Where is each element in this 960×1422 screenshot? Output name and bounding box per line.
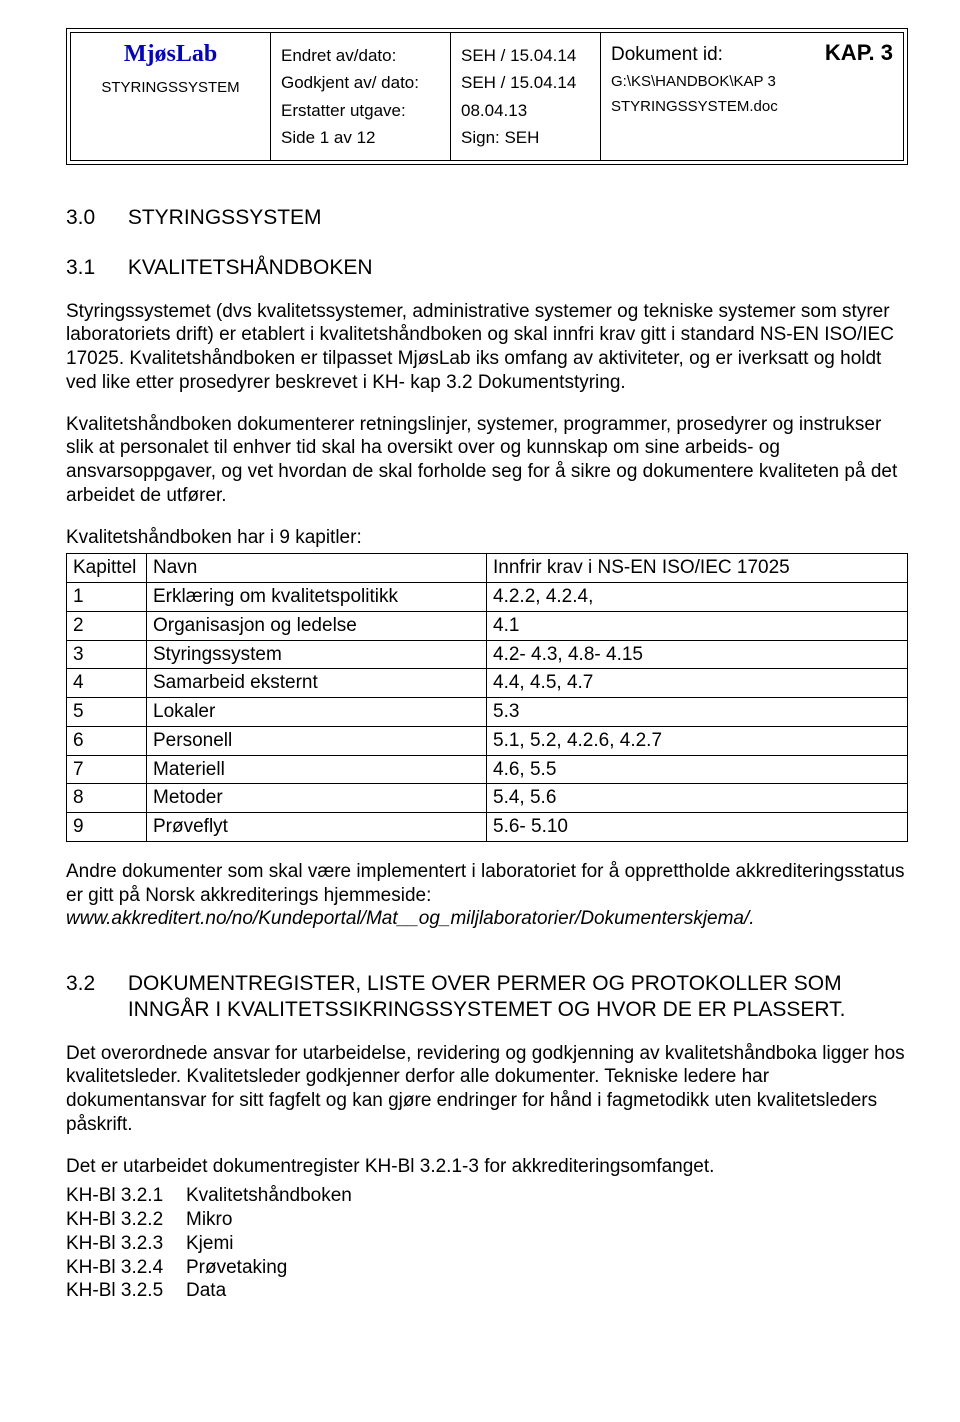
table-header-cell: Navn (147, 554, 487, 583)
kh-bl-name: Data (186, 1279, 226, 1303)
kh-bl-code: KH-Bl 3.2.5 (66, 1279, 186, 1303)
doc-id-label: Dokument id: (611, 43, 723, 67)
table-cell: Materiell (147, 755, 487, 784)
hdr-changed-label: Endret av/dato: (281, 45, 440, 66)
heading-3-1-num: 3.1 (66, 255, 122, 281)
document-page: MjøsLab STYRINGSSYSTEM Endret av/dato: G… (0, 0, 960, 1422)
hdr-page-label: Side 1 av 12 (281, 127, 440, 148)
doc-header-frame: MjøsLab STYRINGSSYSTEM Endret av/dato: G… (66, 28, 908, 165)
header-col-values: SEH / 15.04.14 SEH / 15.04.14 08.04.13 S… (451, 33, 601, 160)
table-cell: 4.4, 4.5, 4.7 (487, 669, 908, 698)
table-cell: 2 (67, 611, 147, 640)
heading-3-1-title: KVALITETSHÅNDBOKEN (128, 256, 373, 279)
doc-path-1: G:\KS\HANDBOK\KAP 3 (611, 73, 893, 92)
table-cell: 4.1 (487, 611, 908, 640)
hdr-approved-value: SEH / 15.04.14 (461, 72, 590, 93)
chapters-table-wrap: KapittelNavnInnfrir krav i NS-EN ISO/IEC… (66, 553, 908, 842)
kh-bl-row: KH-Bl 3.2.1Kvalitetshåndboken (66, 1184, 908, 1208)
table-cell: 4.2- 4.3, 4.8- 4.15 (487, 640, 908, 669)
table-cell: 4.2.2, 4.2.4, (487, 583, 908, 612)
hdr-sign-value: Sign: SEH (461, 127, 590, 148)
header-col-brand: MjøsLab STYRINGSSYSTEM (71, 33, 271, 160)
heading-3-0: 3.0 STYRINGSSYSTEM (66, 205, 908, 231)
table-row: 8Metoder5.4, 5.6 (67, 784, 908, 813)
para-1: Styringssystemet (dvs kvalitetssystemer,… (66, 300, 908, 395)
table-row: 5Lokaler5.3 (67, 698, 908, 727)
chapters-table: KapittelNavnInnfrir krav i NS-EN ISO/IEC… (66, 553, 908, 842)
table-cell: 3 (67, 640, 147, 669)
table-cell: 5.1, 5.2, 4.2.6, 4.2.7 (487, 726, 908, 755)
kh-bl-code: KH-Bl 3.2.1 (66, 1184, 186, 1208)
hdr-replaces-label: Erstatter utgave: (281, 100, 440, 121)
kh-bl-row: KH-Bl 3.2.2Mikro (66, 1208, 908, 1232)
para-4: Det overordnede ansvar for utarbeidelse,… (66, 1042, 908, 1137)
table-header-row: KapittelNavnInnfrir krav i NS-EN ISO/IEC… (67, 554, 908, 583)
table-cell: Lokaler (147, 698, 487, 727)
table-cell: 6 (67, 726, 147, 755)
table-cell: Styringssystem (147, 640, 487, 669)
table-cell: 4 (67, 669, 147, 698)
table-row: 4Samarbeid eksternt4.4, 4.5, 4.7 (67, 669, 908, 698)
para-5: Det er utarbeidet dokumentregister KH-Bl… (66, 1155, 908, 1179)
table-row: 1Erklæring om kvalitetspolitikk4.2.2, 4.… (67, 583, 908, 612)
heading-3-2-num: 3.2 (66, 971, 122, 997)
table-cell: 1 (67, 583, 147, 612)
table-row: 9Prøveflyt5.6- 5.10 (67, 813, 908, 842)
table-row: 7Materiell4.6, 5.5 (67, 755, 908, 784)
table-header-cell: Innfrir krav i NS-EN ISO/IEC 17025 (487, 554, 908, 583)
doc-kap: KAP. 3 (825, 39, 893, 67)
kh-bl-code: KH-Bl 3.2.3 (66, 1232, 186, 1256)
table-header-cell: Kapittel (67, 554, 147, 583)
hdr-approved-label: Godkjent av/ dato: (281, 72, 440, 93)
table-cell: 9 (67, 813, 147, 842)
table-row: 2Organisasjon og ledelse4.1 (67, 611, 908, 640)
heading-3-0-title: STYRINGSSYSTEM (128, 206, 322, 229)
kh-bl-row: KH-Bl 3.2.4Prøvetaking (66, 1256, 908, 1280)
kh-bl-row: KH-Bl 3.2.3Kjemi (66, 1232, 908, 1256)
table-cell: 5.6- 5.10 (487, 813, 908, 842)
table-cell: Metoder (147, 784, 487, 813)
kh-bl-list: KH-Bl 3.2.1KvalitetshåndbokenKH-Bl 3.2.2… (66, 1184, 908, 1303)
heading-3-0-num: 3.0 (66, 205, 122, 231)
table-row: 3Styringssystem4.2- 4.3, 4.8- 4.15 (67, 640, 908, 669)
kh-bl-name: Kjemi (186, 1232, 234, 1256)
header-col-docid: Dokument id: KAP. 3 G:\KS\HANDBOK\KAP 3 … (601, 33, 903, 160)
table-cell: 5.3 (487, 698, 908, 727)
heading-3-2: 3.2 DOKUMENTREGISTER, LISTE OVER PERMER … (66, 971, 908, 1024)
kh-bl-name: Prøvetaking (186, 1256, 287, 1280)
heading-3-2-title: DOKUMENTREGISTER, LISTE OVER PERMER OG P… (128, 971, 898, 1024)
hdr-changed-value: SEH / 15.04.14 (461, 45, 590, 66)
para-2: Kvalitetshåndboken dokumenterer retnings… (66, 413, 908, 508)
header-col-labels: Endret av/dato: Godkjent av/ dato: Ersta… (271, 33, 451, 160)
para-3a: Andre dokumenter som skal være implement… (66, 861, 905, 906)
table-cell: 4.6, 5.5 (487, 755, 908, 784)
table-cell: 5.4, 5.6 (487, 784, 908, 813)
table-cell: Erklæring om kvalitetspolitikk (147, 583, 487, 612)
table-caption: Kvalitetshåndboken har i 9 kapitler: (66, 526, 908, 550)
table-cell: Organisasjon og ledelse (147, 611, 487, 640)
doc-header: MjøsLab STYRINGSSYSTEM Endret av/dato: G… (70, 32, 904, 161)
heading-3-1: 3.1 KVALITETSHÅNDBOKEN (66, 255, 908, 281)
table-cell: 8 (67, 784, 147, 813)
kh-bl-name: Kvalitetshåndboken (186, 1184, 352, 1208)
hdr-replaces-value: 08.04.13 (461, 100, 590, 121)
kh-bl-name: Mikro (186, 1208, 232, 1232)
table-cell: Prøveflyt (147, 813, 487, 842)
table-cell: 5 (67, 698, 147, 727)
kh-bl-code: KH-Bl 3.2.4 (66, 1256, 186, 1280)
table-row: 6Personell5.1, 5.2, 4.2.6, 4.2.7 (67, 726, 908, 755)
kh-bl-code: KH-Bl 3.2.2 (66, 1208, 186, 1232)
table-cell: Samarbeid eksternt (147, 669, 487, 698)
doc-path-2: STYRINGSSYSTEM.doc (611, 98, 893, 117)
table-cell: 7 (67, 755, 147, 784)
table-cell: Personell (147, 726, 487, 755)
system-label: STYRINGSSYSTEM (81, 79, 260, 98)
para-3: Andre dokumenter som skal være implement… (66, 860, 908, 931)
brand-title: MjøsLab (81, 39, 260, 69)
kh-bl-row: KH-Bl 3.2.5Data (66, 1279, 908, 1303)
para-3b-link: www.akkreditert.no/no/Kundeportal/Mat__o… (66, 908, 755, 929)
